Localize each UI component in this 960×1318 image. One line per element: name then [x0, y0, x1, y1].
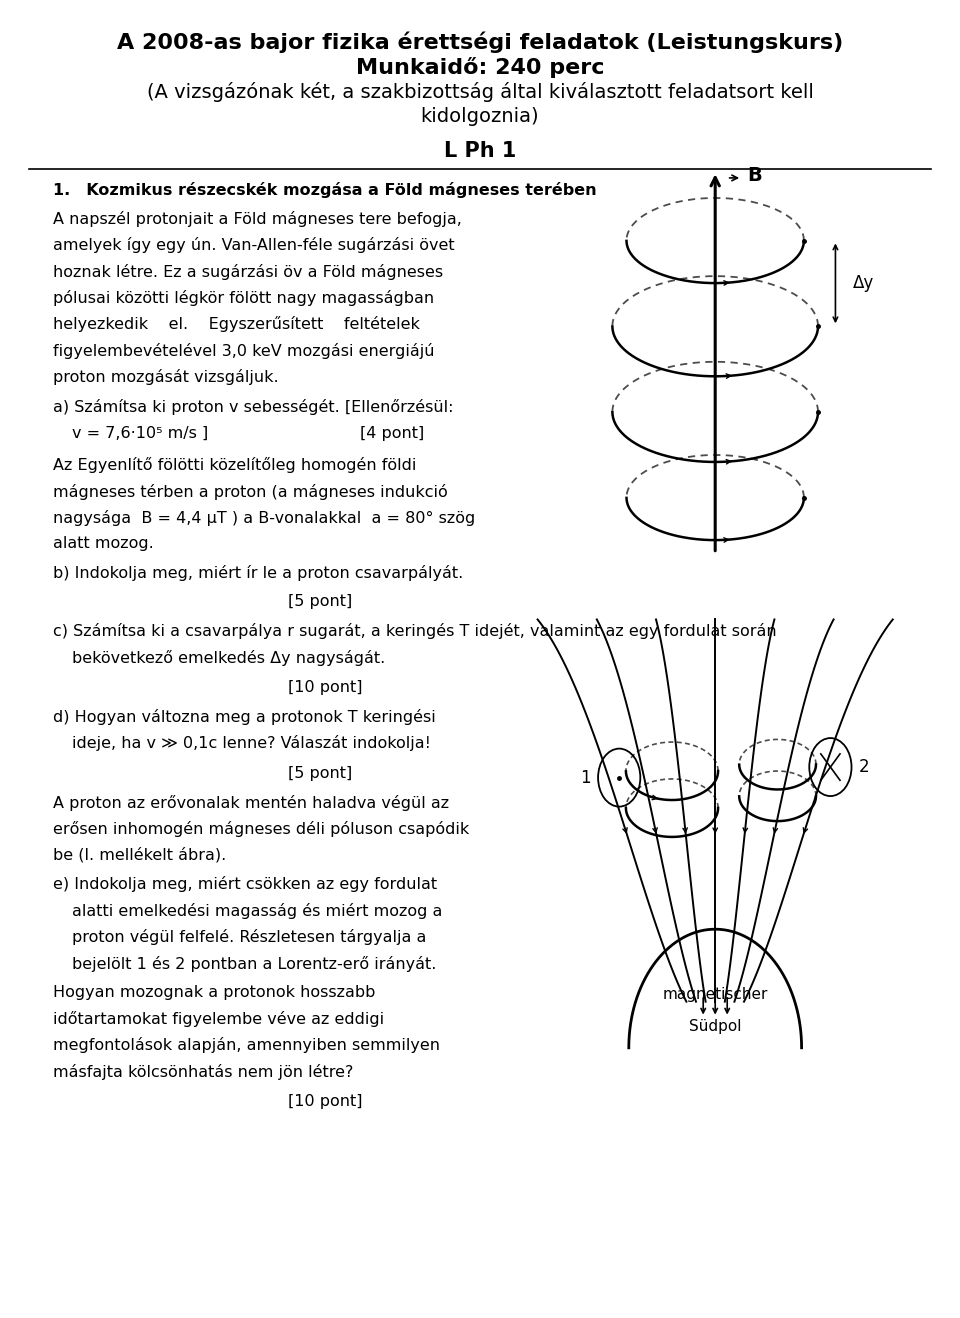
Text: Südpol: Südpol	[689, 1019, 741, 1033]
Text: másfajta kölcsönhatás nem jön létre?: másfajta kölcsönhatás nem jön létre?	[53, 1064, 353, 1079]
Text: A proton az erővonalak mentén haladva végül az: A proton az erővonalak mentén haladva vé…	[53, 795, 449, 811]
Text: mágneses térben a proton (a mágneses indukció: mágneses térben a proton (a mágneses ind…	[53, 484, 447, 500]
Text: Hogyan mozognak a protonok hosszabb: Hogyan mozognak a protonok hosszabb	[53, 985, 375, 999]
Text: [10 pont]: [10 pont]	[288, 680, 363, 695]
Text: helyezkedik    el.    Egyszerűsített    feltételek: helyezkedik el. Egyszerűsített feltétele…	[53, 316, 420, 332]
Text: magnetischer: magnetischer	[662, 987, 768, 1002]
Text: be (l. mellékelt ábra).: be (l. mellékelt ábra).	[53, 847, 226, 863]
Text: [10 pont]: [10 pont]	[288, 1094, 363, 1108]
Text: ideje, ha v ≫ 0,1c lenne? Válaszát indokolja!: ideje, ha v ≫ 0,1c lenne? Válaszát indok…	[72, 735, 431, 751]
Text: L Ph 1: L Ph 1	[444, 141, 516, 161]
Text: proton végül felfelé. Részletesen tárgyalja a: proton végül felfelé. Részletesen tárgya…	[72, 929, 426, 945]
Text: A napszél protonjait a Föld mágneses tere befogja,: A napszél protonjait a Föld mágneses ter…	[53, 211, 462, 227]
Text: d) Hogyan változna meg a protonok T keringési: d) Hogyan változna meg a protonok T keri…	[53, 709, 436, 725]
Text: 1. Kozmikus részecskék mozgása a Föld mágneses terében: 1. Kozmikus részecskék mozgása a Föld má…	[53, 182, 596, 198]
Text: megfontolások alapján, amennyiben semmilyen: megfontolások alapján, amennyiben semmil…	[53, 1037, 440, 1053]
Text: Az Egyenlítő fölötti közelítőleg homogén földi: Az Egyenlítő fölötti közelítőleg homogén…	[53, 457, 417, 473]
Text: bejelölt 1 és 2 pontban a Lorentz-erő irányát.: bejelölt 1 és 2 pontban a Lorentz-erő ir…	[72, 956, 437, 971]
Text: bekövetkező emelkedés Δy nagyságát.: bekövetkező emelkedés Δy nagyságát.	[72, 650, 385, 666]
Text: 2: 2	[859, 758, 870, 776]
Text: időtartamokat figyelembe véve az eddigi: időtartamokat figyelembe véve az eddigi	[53, 1011, 384, 1027]
Text: a) Számítsa ki proton v sebességét. [Ellenőrzésül:: a) Számítsa ki proton v sebességét. [Ell…	[53, 399, 453, 415]
Text: Δy: Δy	[852, 274, 874, 293]
Text: 1: 1	[580, 768, 590, 787]
Text: amelyek így egy ún. Van-Allen-féle sugárzási övet: amelyek így egy ún. Van-Allen-féle sugár…	[53, 237, 454, 253]
Text: v = 7,6·10⁵ m/s ]: v = 7,6·10⁵ m/s ]	[72, 426, 208, 440]
Text: b) Indokolja meg, miért ír le a proton csavarpályát.: b) Indokolja meg, miért ír le a proton c…	[53, 565, 463, 581]
Text: B: B	[747, 166, 761, 185]
Text: hoznak létre. Ez a sugárzási öv a Föld mágneses: hoznak létre. Ez a sugárzási öv a Föld m…	[53, 264, 443, 279]
Text: figyelembevételével 3,0 keV mozgási energiájú: figyelembevételével 3,0 keV mozgási ener…	[53, 343, 434, 358]
Text: alatti emelkedési magasság és miért mozog a: alatti emelkedési magasság és miért mozo…	[72, 903, 443, 919]
Text: erősen inhomogén mágneses déli póluson csapódik: erősen inhomogén mágneses déli póluson c…	[53, 821, 469, 837]
Text: A 2008-as bajor fizika érettségi feladatok (Leistungskurs): A 2008-as bajor fizika érettségi feladat…	[117, 32, 843, 53]
Text: e) Indokolja meg, miért csökken az egy fordulat: e) Indokolja meg, miért csökken az egy f…	[53, 876, 437, 892]
Text: kidolgoznia): kidolgoznia)	[420, 107, 540, 125]
Text: (A vizsgázónak két, a szakbizottság által kiválasztott feladatsort kell: (A vizsgázónak két, a szakbizottság álta…	[147, 82, 813, 101]
Text: pólusai közötti légkör fölött nagy magasságban: pólusai közötti légkör fölött nagy magas…	[53, 290, 434, 306]
Text: proton mozgását vizsgáljuk.: proton mozgását vizsgáljuk.	[53, 369, 278, 385]
Text: Munkaidő: 240 perc: Munkaidő: 240 perc	[356, 57, 604, 78]
Text: [4 pont]: [4 pont]	[360, 426, 424, 440]
Text: nagysága  B = 4,4 μT ) a B-vonalakkal  a = 80° szög: nagysága B = 4,4 μT ) a B-vonalakkal a =…	[53, 510, 475, 526]
Text: [5 pont]: [5 pont]	[288, 766, 352, 780]
Text: c) Számítsa ki a csavarpálya r sugarát, a keringés T idejét, valamint az egy for: c) Számítsa ki a csavarpálya r sugarát, …	[53, 623, 777, 639]
Text: [5 pont]: [5 pont]	[288, 594, 352, 609]
Text: alatt mozog.: alatt mozog.	[53, 536, 154, 551]
